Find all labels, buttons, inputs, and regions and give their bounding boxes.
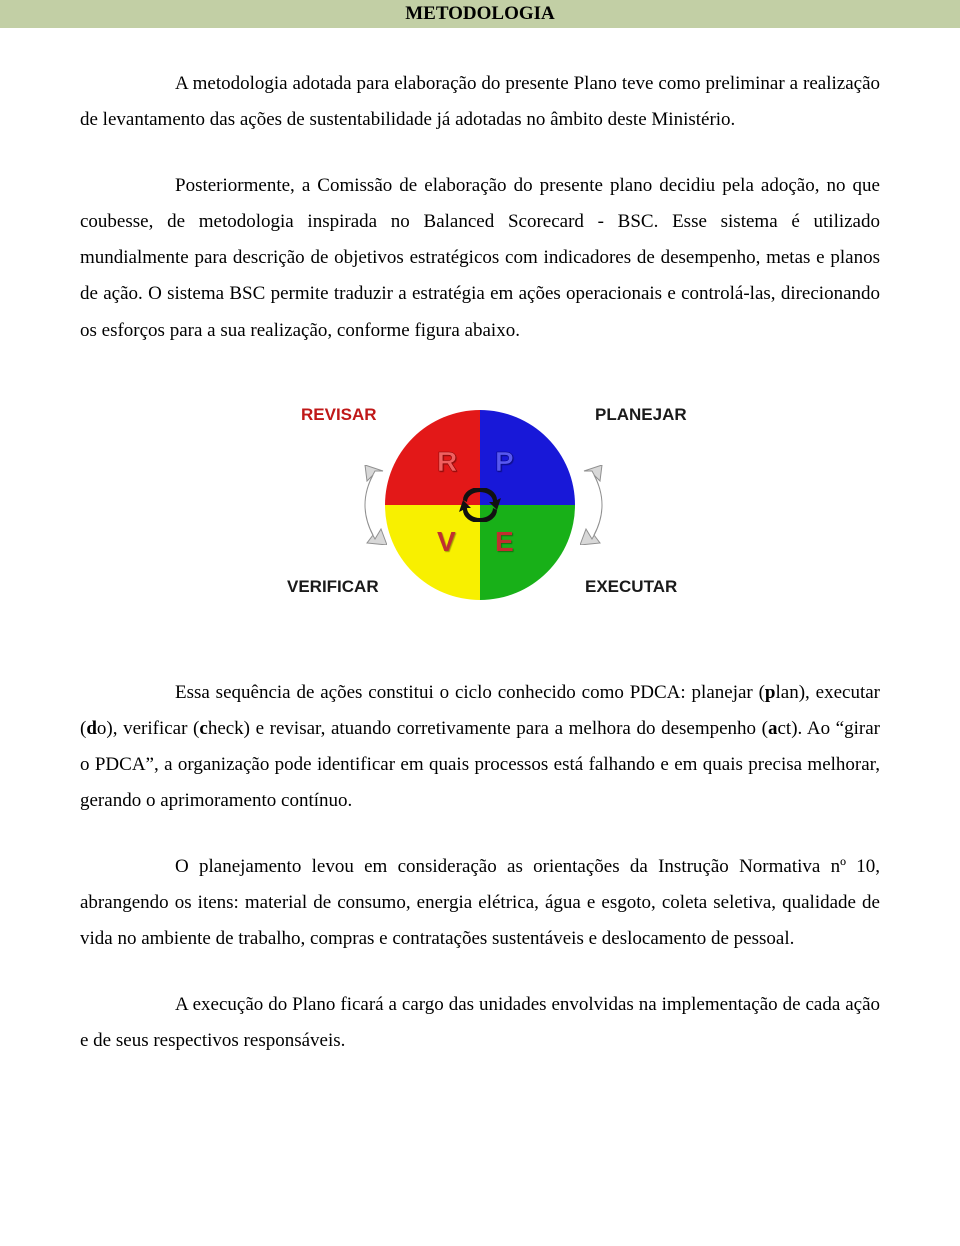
letter-r: R — [437, 446, 457, 478]
pdca-circle: R P V E — [385, 410, 575, 600]
cycle-arrow-right-icon — [580, 465, 614, 545]
pdca-diagram: R P V E REVISAR PLANEJAR VERIFICAR EXECU… — [80, 397, 880, 617]
pdca-diagram-inner: R P V E REVISAR PLANEJAR VERIFICAR EXECU… — [265, 397, 695, 617]
cycle-arrow-left-icon — [353, 465, 387, 545]
paragraph-4: O planejamento levou em consideração as … — [80, 849, 880, 957]
paragraph-2: Posteriormente, a Comissão de elaboração… — [80, 168, 880, 348]
paragraph-3: Essa sequência de ações constitui o cicl… — [80, 675, 880, 819]
document-page: METODOLOGIA A metodologia adotada para e… — [0, 0, 960, 1130]
paragraph-1: A metodologia adotada para elaboração do… — [80, 66, 880, 138]
letter-p: P — [495, 446, 514, 478]
letter-v: V — [437, 526, 456, 558]
label-revisar: REVISAR — [301, 405, 377, 425]
label-verificar: VERIFICAR — [287, 577, 379, 597]
letter-e: E — [495, 526, 514, 558]
section-heading: METODOLOGIA — [0, 0, 960, 28]
label-executar: EXECUTAR — [585, 577, 677, 597]
label-planejar: PLANEJAR — [595, 405, 687, 425]
center-cycle-icon — [459, 488, 501, 522]
paragraph-5: A execução do Plano ficará a cargo das u… — [80, 987, 880, 1059]
